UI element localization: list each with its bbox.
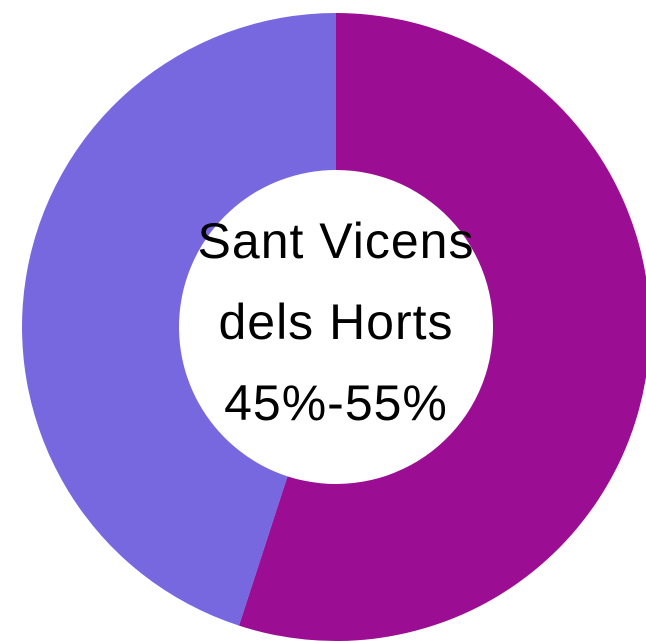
- slices: [21, 13, 646, 641]
- center-labels: Sant Vicens dels Horts 45%-55%: [198, 213, 475, 431]
- center-label: 45%-55%: [224, 375, 448, 431]
- center-label: Sant Vicens: [198, 213, 475, 269]
- donut-slice: [21, 13, 337, 626]
- donut-slice: [238, 13, 646, 641]
- center-label: dels Horts: [218, 294, 453, 350]
